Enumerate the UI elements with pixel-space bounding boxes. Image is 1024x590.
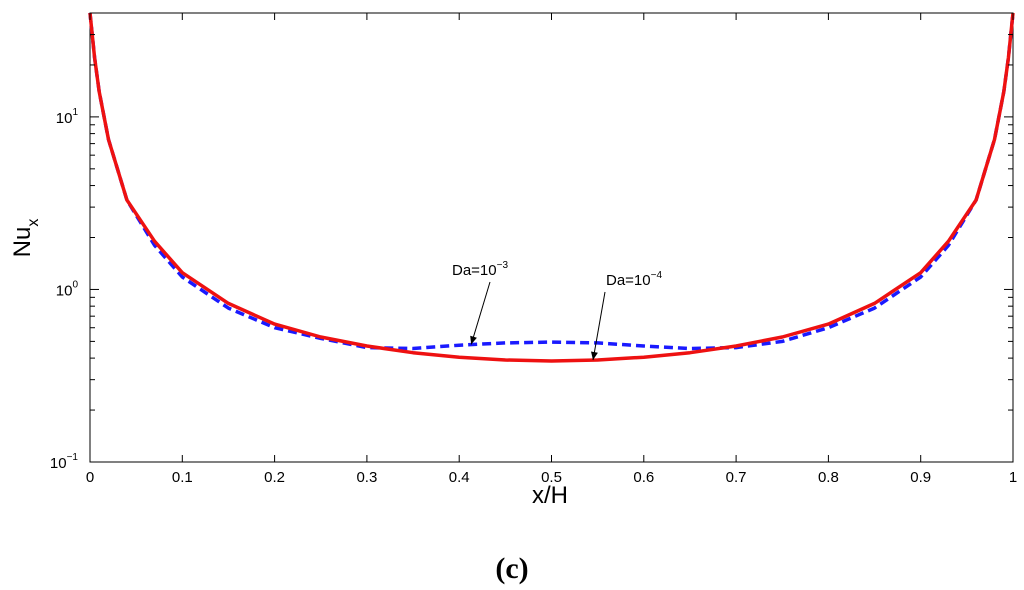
annotation-da-1e-4-exp: −4 (651, 270, 663, 281)
y-axis-label: Nux (9, 219, 42, 258)
annotation-da-1e-3: Da=10−3 (452, 260, 508, 279)
panel-label: (c) (495, 552, 528, 585)
x-axis-ticks: 0 0.1 0.2 0.3 0.4 0.5 0.6 0.7 0.8 0.9 1 (86, 13, 1017, 486)
y-tick-label-exp: 0 (72, 279, 78, 290)
y-tick-label: 100 (56, 279, 79, 299)
y-tick-label-exp: 1 (72, 107, 78, 118)
x-tick-label: 0.2 (264, 469, 285, 486)
annotation-arrow-line (470, 281, 491, 345)
x-tick-label: 0.6 (633, 469, 654, 486)
annotation-arrow-head (591, 351, 598, 360)
annotation-arrow-head (470, 335, 477, 345)
y-tick-label-base: 10 (56, 110, 73, 127)
x-tick-label: 0.1 (172, 469, 193, 486)
x-tick-label: 0.9 (910, 469, 931, 486)
y-tick-label: 101 (56, 107, 79, 127)
plot-frame (89, 12, 1014, 463)
y-axis-label-sub: x (25, 219, 42, 227)
series-line-da-1e-3 (88, 12, 1015, 351)
x-tick-label: 0.5 (541, 469, 562, 486)
y-tick-label-base: 10 (56, 282, 73, 299)
x-tick-label: 0 (86, 469, 94, 486)
annotation-da-1e-3-exp: −3 (497, 260, 509, 271)
y-axis-label-base: Nu (9, 227, 36, 258)
x-axis-label: x/H (532, 482, 568, 509)
annotations (470, 281, 606, 361)
x-tick-label: 0.4 (449, 469, 470, 486)
series-line-da-1e-4 (88, 12, 1015, 363)
annotation-da-1e-3-base: Da=10 (452, 262, 497, 279)
series-layer (88, 12, 1015, 363)
y-tick-label: 10−1 (50, 452, 79, 472)
x-tick-label: 0.3 (356, 469, 377, 486)
x-tick-label: 0.8 (818, 469, 839, 486)
x-tick-label: 0.7 (726, 469, 747, 486)
annotation-arrow-line (592, 291, 606, 361)
annotation-da-1e-4: Da=10−4 (606, 270, 662, 289)
annotation-da-1e-4-base: Da=10 (606, 272, 651, 289)
y-tick-label-exp: −1 (67, 452, 79, 463)
y-tick-label-base: 10 (50, 455, 67, 472)
x-tick-label: 1 (1009, 469, 1017, 486)
